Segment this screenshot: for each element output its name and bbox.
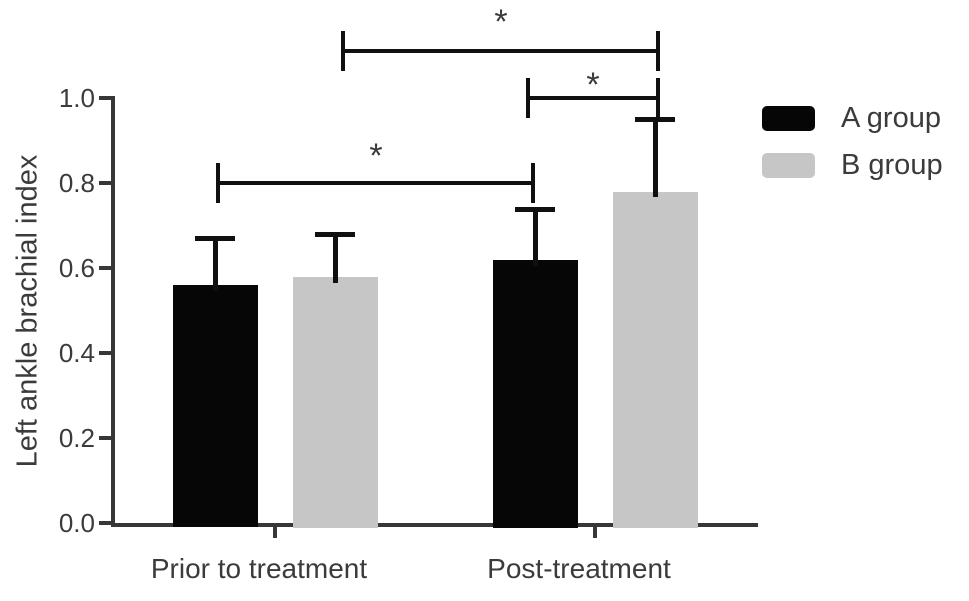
- error-bar-line: [213, 238, 218, 291]
- bar-b-group-prior-to-treatment: [293, 277, 378, 528]
- b-group-swatch-icon: [762, 153, 815, 178]
- error-bar-line: [333, 234, 338, 283]
- y-tick: [99, 96, 111, 100]
- y-tick-label: 0.8: [58, 168, 95, 198]
- a-group-swatch-icon: [762, 106, 815, 131]
- significance-bracket-line: [216, 181, 535, 185]
- x-tick: [273, 527, 277, 538]
- significance-bracket-end: [531, 163, 535, 203]
- legend: A group B group: [762, 102, 943, 200]
- error-bar-line: [653, 119, 658, 197]
- x-category-label-prior-to-treatment: Prior to treatment: [150, 553, 368, 584]
- y-tick: [99, 181, 111, 185]
- error-bar-line: [533, 209, 538, 266]
- y-tick: [99, 266, 111, 270]
- bar-b-group-post-treatment: [613, 192, 698, 528]
- error-bar-cap: [635, 117, 675, 122]
- x-tick: [593, 527, 597, 538]
- x-axis: [111, 523, 758, 527]
- significance-star: *: [586, 66, 600, 104]
- significance-star: *: [369, 137, 383, 175]
- y-tick-label: 0.2: [58, 423, 95, 453]
- y-tick-label: 0.6: [58, 253, 95, 283]
- significance-bracket-end: [656, 78, 660, 118]
- legend-item-b-group: B group: [762, 149, 943, 181]
- bar-a-group-prior-to-treatment: [173, 285, 258, 527]
- error-bar-cap: [195, 236, 235, 241]
- y-axis: [111, 96, 115, 527]
- y-tick: [99, 436, 111, 440]
- significance-bracket-end: [526, 78, 530, 118]
- y-tick-label: 0.0: [58, 508, 95, 538]
- significance-bracket-end: [216, 163, 220, 203]
- significance-bracket-line: [526, 96, 660, 100]
- significance-bracket-line: [341, 49, 660, 53]
- legend-item-a-group: A group: [762, 102, 943, 134]
- error-bar-cap: [515, 207, 555, 212]
- y-tick-label: 1.0: [58, 83, 95, 113]
- y-tick: [99, 521, 111, 525]
- error-bar-cap: [315, 232, 355, 237]
- significance-star: *: [494, 3, 508, 41]
- y-tick-label: 0.4: [58, 338, 95, 368]
- bar-a-group-post-treatment: [493, 260, 578, 528]
- x-category-label-post-treatment: Post-treatment: [487, 553, 671, 584]
- y-tick: [99, 351, 111, 355]
- b-group-label: B group: [841, 149, 943, 181]
- significance-bracket-end: [656, 31, 660, 71]
- significance-bracket-end: [341, 31, 345, 71]
- a-group-label: A group: [841, 102, 941, 134]
